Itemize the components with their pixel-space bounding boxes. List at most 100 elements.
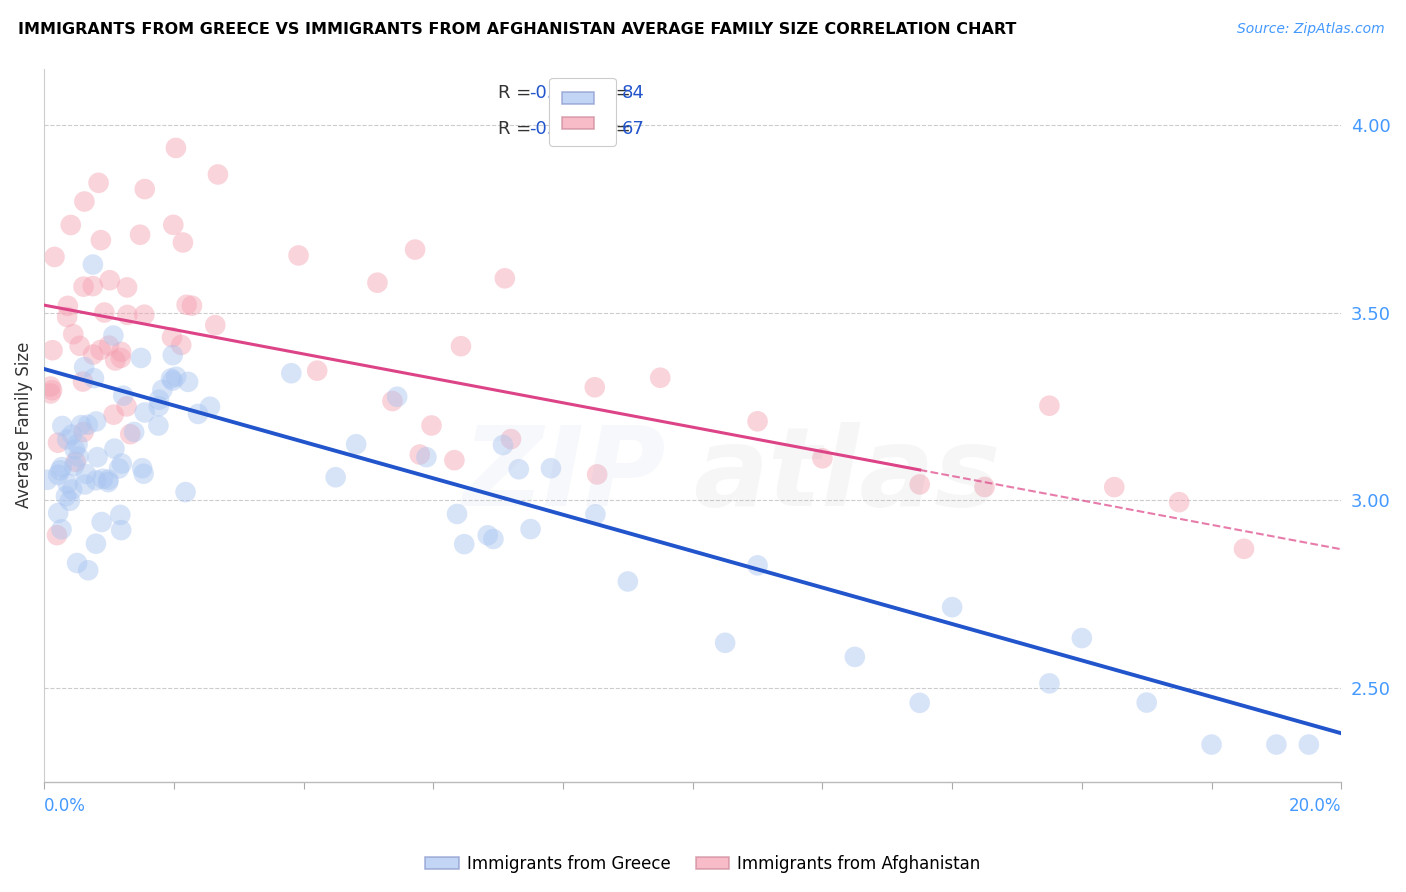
Point: [59, 493, 82, 508]
Point: [129, 227, 152, 242]
Point: [63, 442, 86, 457]
Point: [122, 425, 145, 439]
Point: [204, 318, 226, 333]
Point: [72, 279, 94, 293]
Point: [66, 437, 89, 451]
Point: [37, 473, 59, 487]
Point: [1104, 480, 1126, 494]
Point: [583, 380, 606, 394]
Point: [586, 467, 609, 482]
Point: [148, 400, 170, 414]
Point: [150, 383, 173, 397]
Point: [51, 460, 73, 475]
Point: [714, 636, 737, 650]
Point: [1070, 631, 1092, 645]
Point: [84, 473, 107, 487]
Point: [49, 463, 72, 477]
Point: [148, 418, 170, 433]
Point: [453, 537, 475, 551]
Point: [97, 475, 120, 490]
Point: [187, 407, 209, 421]
Point: [1201, 738, 1223, 752]
Point: [44, 250, 66, 264]
Point: [941, 600, 963, 615]
Point: [1168, 495, 1191, 509]
Point: [83, 371, 105, 385]
Point: [174, 485, 197, 500]
Point: [415, 450, 437, 465]
Point: [165, 369, 187, 384]
Point: [84, 537, 107, 551]
Point: [46, 467, 69, 482]
Point: [117, 308, 139, 322]
Point: [76, 417, 98, 432]
Point: [103, 408, 125, 422]
Point: [973, 480, 995, 494]
Legend: , : ,: [548, 78, 616, 146]
Point: [56, 310, 79, 324]
Y-axis label: Average Family Size: Average Family Size: [15, 343, 32, 508]
Text: R =: R =: [498, 85, 537, 103]
Text: Source: ZipAtlas.com: Source: ZipAtlas.com: [1237, 22, 1385, 37]
Point: [908, 696, 931, 710]
Text: IMMIGRANTS FROM GREECE VS IMMIGRANTS FROM AFGHANISTAN AVERAGE FAMILY SIZE CORREL: IMMIGRANTS FROM GREECE VS IMMIGRANTS FRO…: [18, 22, 1017, 37]
Point: [75, 467, 97, 481]
Text: 84: 84: [621, 85, 644, 103]
Point: [280, 366, 302, 380]
Point: [409, 448, 432, 462]
Point: [420, 418, 443, 433]
Point: [97, 338, 120, 352]
Point: [55, 489, 77, 503]
Point: [366, 276, 388, 290]
Point: [1136, 696, 1159, 710]
Point: [72, 425, 94, 439]
Point: [134, 308, 156, 322]
Point: [134, 182, 156, 196]
Point: [65, 455, 87, 469]
Point: [46, 528, 69, 542]
Point: [811, 451, 834, 466]
Point: [1298, 738, 1320, 752]
Text: 20.0%: 20.0%: [1289, 797, 1341, 815]
Point: [844, 649, 866, 664]
Text: 0.0%: 0.0%: [44, 797, 86, 815]
Point: [89, 343, 111, 357]
Point: [77, 563, 100, 577]
Text: atlas: atlas: [693, 422, 1000, 529]
Point: [60, 427, 83, 442]
Text: N =: N =: [585, 85, 637, 103]
Point: [172, 235, 194, 250]
Point: [650, 370, 672, 384]
Point: [443, 453, 465, 467]
Point: [307, 364, 329, 378]
Point: [56, 433, 79, 447]
Point: [63, 458, 86, 473]
Point: [404, 243, 426, 257]
Text: -0.472: -0.472: [529, 85, 588, 103]
Point: [176, 298, 198, 312]
Point: [129, 351, 152, 365]
Point: [108, 461, 131, 475]
Point: [110, 351, 132, 365]
Text: N =: N =: [585, 120, 637, 138]
Point: [162, 348, 184, 362]
Point: [103, 328, 125, 343]
Point: [148, 392, 170, 407]
Point: [41, 383, 63, 397]
Point: [90, 515, 112, 529]
Point: [110, 523, 132, 537]
Point: [91, 472, 114, 486]
Text: -0.356: -0.356: [529, 120, 588, 138]
Point: [62, 327, 84, 342]
Point: [112, 389, 135, 403]
Point: [84, 414, 107, 428]
Point: [344, 437, 367, 451]
Point: [1038, 399, 1060, 413]
Point: [617, 574, 640, 589]
Point: [82, 348, 104, 362]
Point: [162, 218, 184, 232]
Point: [494, 271, 516, 285]
Point: [132, 467, 155, 481]
Point: [492, 438, 515, 452]
Point: [747, 558, 769, 573]
